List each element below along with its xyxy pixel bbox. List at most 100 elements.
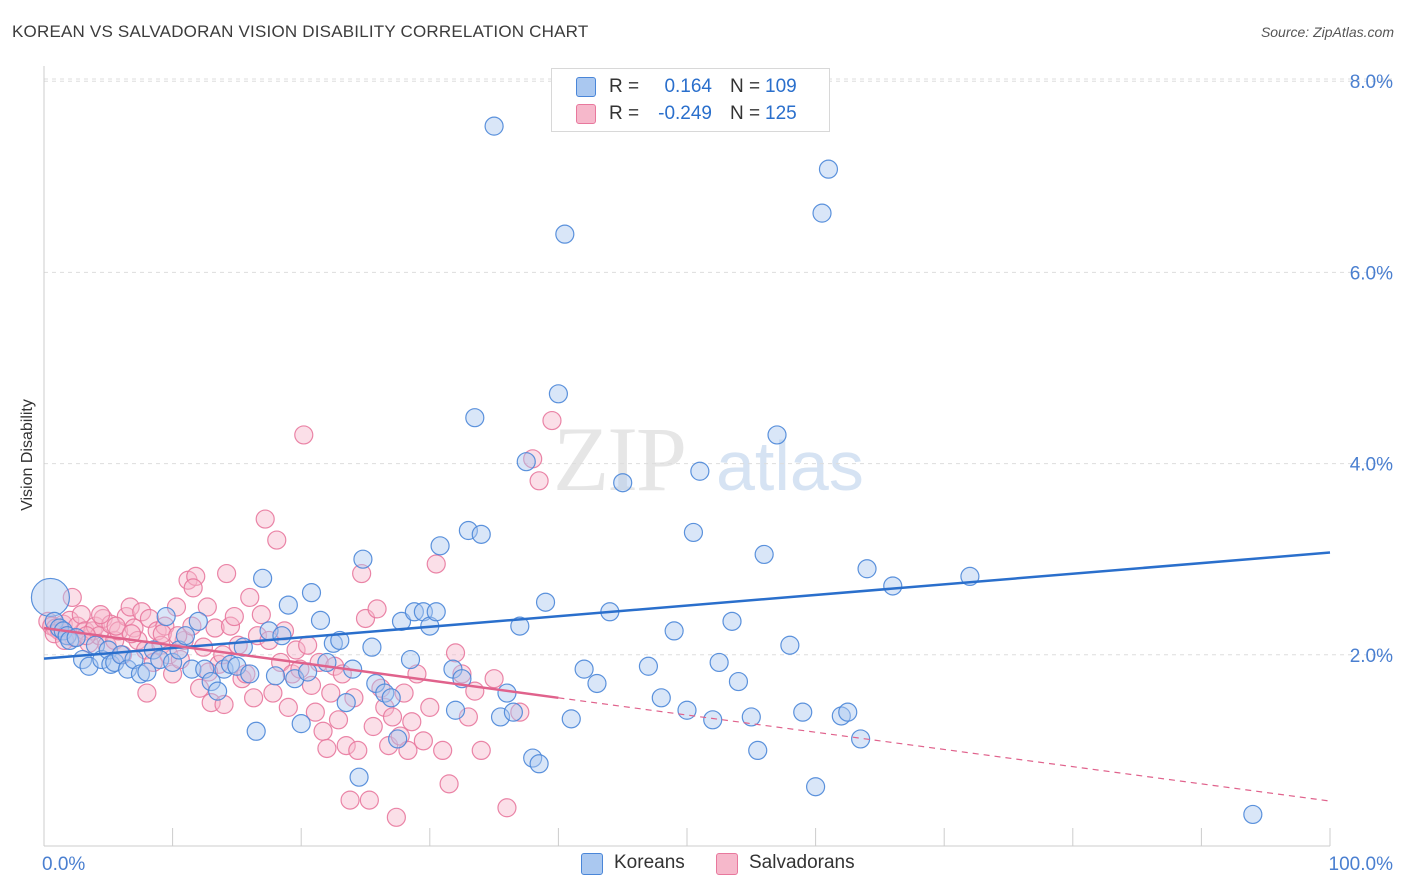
koreans-point: [587, 673, 607, 694]
r-value: -0.249: [658, 103, 712, 124]
salvadorans-point: [166, 597, 187, 617]
koreans-point: [497, 683, 517, 703]
salvadorans-point: [542, 410, 562, 431]
koreans-point: [748, 740, 768, 761]
salvadorans-point: [213, 645, 233, 665]
koreans-point: [857, 559, 877, 579]
salvadorans-point: [375, 697, 395, 717]
koreans-point: [253, 568, 273, 588]
n-value: 125: [765, 103, 797, 124]
legend-label: Koreans: [614, 852, 685, 873]
salvadorans-point: [439, 774, 459, 794]
salvadorans-point: [137, 683, 157, 703]
salvadorans-point: [294, 425, 314, 445]
salvadorans-point: [168, 626, 188, 646]
koreans-point: [317, 652, 337, 673]
n-value: 109: [765, 76, 797, 97]
r-value: 0.164: [664, 76, 712, 97]
koreans-point: [780, 635, 800, 655]
salvadorans-swatch: [576, 104, 596, 124]
salvadorans-point: [106, 616, 126, 636]
koreans-point: [703, 710, 723, 730]
koreans-point: [664, 621, 684, 641]
koreans-point: [117, 659, 138, 679]
salvadorans-point: [529, 471, 549, 491]
salvadorans-point: [382, 707, 403, 727]
watermark-atlas: atlas: [716, 427, 864, 505]
chart-title: KOREAN VS SALVADORAN VISION DISABILITY C…: [12, 22, 589, 41]
koreans-point: [503, 702, 523, 722]
watermark-zip: ZIP: [553, 408, 685, 510]
koreans-point: [30, 577, 71, 618]
koreans-point: [240, 664, 260, 684]
salvadorans-point: [205, 618, 225, 638]
koreans-point: [561, 709, 581, 729]
koreans-point: [471, 524, 491, 544]
koreans-point: [613, 473, 633, 493]
koreans-point: [574, 659, 594, 679]
koreans-point: [883, 576, 903, 596]
koreans-point: [754, 544, 774, 565]
zipatlas-watermark: ZIP atlas: [553, 408, 864, 510]
salvadorans-point: [328, 710, 349, 730]
salvadorans-point: [317, 738, 337, 759]
koreans-point: [465, 408, 485, 428]
salvadorans-point: [62, 587, 82, 608]
salvadorans-point: [255, 509, 275, 529]
salvadorans-point: [433, 740, 453, 761]
koreans-point: [445, 700, 466, 720]
salvadorans-point: [116, 606, 136, 627]
gridlines: [44, 78, 1392, 656]
salvadorans-point: [132, 602, 152, 622]
koreans-point: [510, 616, 530, 636]
salvadorans-point: [290, 659, 310, 679]
koreans-point: [353, 549, 373, 569]
koreans-point: [175, 626, 196, 646]
salvadorans-point: [394, 683, 414, 703]
salvadorans-point: [240, 587, 260, 608]
r-label: R =: [609, 103, 640, 124]
salvadorans-trend-extension: [558, 697, 1331, 802]
salvadorans-point: [484, 669, 504, 689]
koreans-point: [677, 700, 697, 720]
salvadorans-point: [298, 635, 318, 655]
salvadorans-point: [340, 790, 360, 810]
koreans-point: [362, 637, 382, 657]
salvadorans-point: [413, 731, 433, 751]
salvadorans-point: [90, 605, 111, 625]
legend-label: Salvadorans: [749, 852, 855, 873]
salvadorans-point: [321, 683, 341, 703]
koreans-point: [388, 729, 408, 749]
koreans-point: [516, 452, 536, 472]
koreans-point: [400, 649, 421, 670]
koreans-point: [278, 595, 298, 615]
koreans-point: [683, 522, 704, 543]
y-tick-label: 2.0%: [1350, 646, 1393, 667]
koreans-point: [195, 659, 215, 679]
koreans-point: [310, 610, 331, 630]
salvadorans-point: [286, 640, 306, 660]
x-tick-label: 100.0%: [1329, 854, 1394, 875]
salvadorans-point: [367, 599, 387, 619]
salvadorans-point: [420, 697, 440, 717]
koreans-point: [163, 652, 183, 673]
salvadorans-swatch: [716, 853, 738, 875]
koreans-point: [651, 688, 671, 708]
koreans-point: [709, 652, 729, 673]
koreans-point: [336, 692, 356, 713]
salvadorans-point: [244, 688, 264, 708]
koreans-point: [638, 656, 659, 676]
salvadorans-point: [251, 605, 271, 625]
salvadorans-point: [336, 736, 356, 756]
koreans-point: [201, 671, 221, 692]
koreans-point: [246, 721, 266, 741]
koreans-point: [484, 116, 504, 136]
koreans-point: [458, 520, 478, 541]
salvadorans-point: [386, 807, 406, 827]
salvadorans-point: [402, 712, 422, 732]
koreans-point: [330, 630, 350, 651]
koreans-point: [812, 203, 832, 223]
koreans-point: [188, 611, 208, 631]
salvadorans-point: [155, 616, 175, 636]
